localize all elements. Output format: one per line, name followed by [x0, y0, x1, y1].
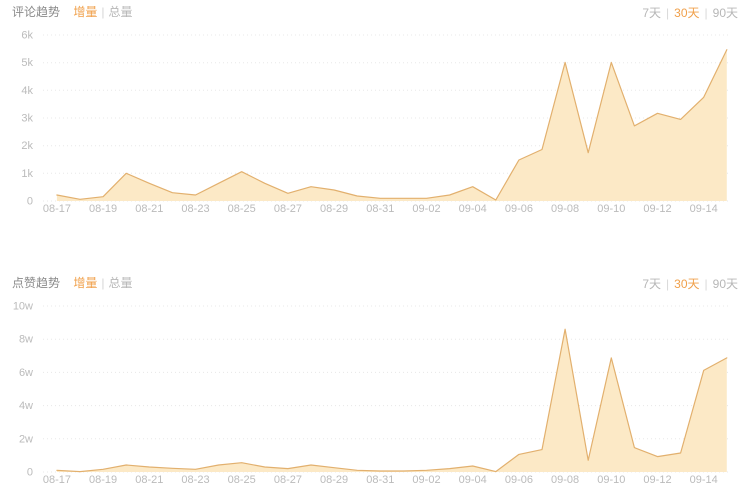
- svg-text:08-31: 08-31: [366, 203, 394, 215]
- svg-text:4w: 4w: [19, 400, 33, 412]
- svg-text:0: 0: [27, 467, 33, 479]
- svg-text:09-04: 09-04: [459, 474, 487, 486]
- svg-text:08-25: 08-25: [228, 474, 256, 486]
- svg-text:08-25: 08-25: [228, 203, 256, 215]
- svg-text:08-31: 08-31: [366, 474, 394, 486]
- svg-text:8w: 8w: [19, 334, 33, 346]
- svg-text:08-19: 08-19: [89, 474, 117, 486]
- svg-text:10w: 10w: [13, 301, 33, 313]
- svg-text:09-06: 09-06: [505, 474, 533, 486]
- svg-text:08-29: 08-29: [320, 203, 348, 215]
- svg-text:08-27: 08-27: [274, 474, 302, 486]
- svg-text:09-06: 09-06: [505, 203, 533, 215]
- svg-text:09-10: 09-10: [597, 474, 625, 486]
- svg-text:09-04: 09-04: [459, 203, 487, 215]
- svg-text:09-12: 09-12: [643, 474, 671, 486]
- svg-text:08-19: 08-19: [89, 203, 117, 215]
- svg-text:08-17: 08-17: [43, 474, 71, 486]
- svg-text:1k: 1k: [21, 168, 33, 180]
- svg-text:09-08: 09-08: [551, 474, 579, 486]
- svg-text:09-14: 09-14: [690, 203, 718, 215]
- svg-text:3k: 3k: [21, 113, 33, 125]
- svg-text:08-21: 08-21: [135, 474, 163, 486]
- svg-text:09-10: 09-10: [597, 203, 625, 215]
- svg-text:08-23: 08-23: [181, 474, 209, 486]
- svg-text:08-17: 08-17: [43, 203, 71, 215]
- svg-text:6w: 6w: [19, 367, 33, 379]
- svg-text:09-08: 09-08: [551, 203, 579, 215]
- svg-text:08-21: 08-21: [135, 203, 163, 215]
- svg-text:09-14: 09-14: [690, 474, 718, 486]
- svg-text:2k: 2k: [21, 140, 33, 152]
- svg-text:09-02: 09-02: [412, 203, 440, 215]
- svg-text:2w: 2w: [19, 433, 33, 445]
- svg-text:6k: 6k: [21, 30, 33, 42]
- svg-text:5k: 5k: [21, 57, 33, 69]
- svg-text:08-23: 08-23: [181, 203, 209, 215]
- svg-text:08-27: 08-27: [274, 203, 302, 215]
- svg-text:0: 0: [27, 196, 33, 208]
- svg-text:09-02: 09-02: [412, 474, 440, 486]
- svg-text:08-29: 08-29: [320, 474, 348, 486]
- svg-text:09-12: 09-12: [643, 203, 671, 215]
- svg-text:4k: 4k: [21, 85, 33, 97]
